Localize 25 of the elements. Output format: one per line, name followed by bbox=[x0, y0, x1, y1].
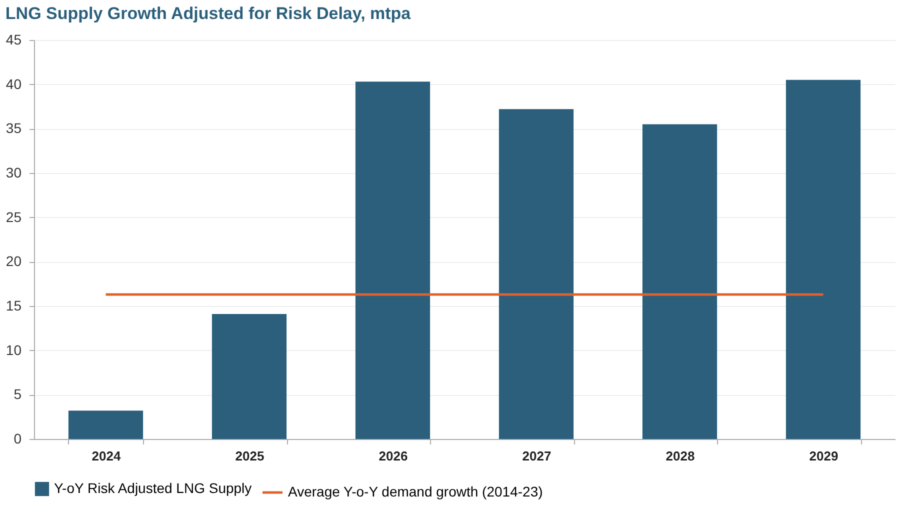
bar bbox=[498, 109, 574, 439]
legend-label: Average Y-o-Y demand growth (2014-23) bbox=[288, 484, 543, 500]
y-tick-label: 20 bbox=[6, 253, 22, 270]
y-tick-label: 30 bbox=[6, 164, 22, 180]
bar bbox=[642, 124, 718, 439]
bar bbox=[68, 410, 144, 439]
y-tick-label: 5 bbox=[14, 386, 22, 402]
bar bbox=[786, 80, 861, 439]
bar bbox=[355, 82, 430, 439]
x-tick-label: 2029 bbox=[809, 448, 838, 464]
x-tick-label: 2027 bbox=[522, 448, 552, 464]
y-tick-label: 15 bbox=[6, 298, 22, 314]
x-tick-label: 2024 bbox=[92, 448, 122, 464]
y-tick-label: 0 bbox=[14, 430, 22, 446]
y-tick-label: 35 bbox=[6, 120, 22, 136]
y-tick-label: 45 bbox=[6, 32, 22, 48]
legend-label: Y-oY Risk Adjusted LNG Supply bbox=[54, 480, 252, 496]
x-tick-label: 2028 bbox=[666, 448, 695, 464]
x-tick-label: 2025 bbox=[235, 448, 264, 464]
x-tick-label: 2026 bbox=[378, 448, 408, 464]
y-tick-label: 40 bbox=[6, 76, 22, 92]
y-tick-label: 25 bbox=[6, 208, 22, 225]
chart-title: LNG Supply Growth Adjusted for Risk Delay, mtpa bbox=[5, 4, 412, 23]
bar bbox=[212, 314, 287, 439]
y-tick-label: 10 bbox=[6, 342, 22, 358]
